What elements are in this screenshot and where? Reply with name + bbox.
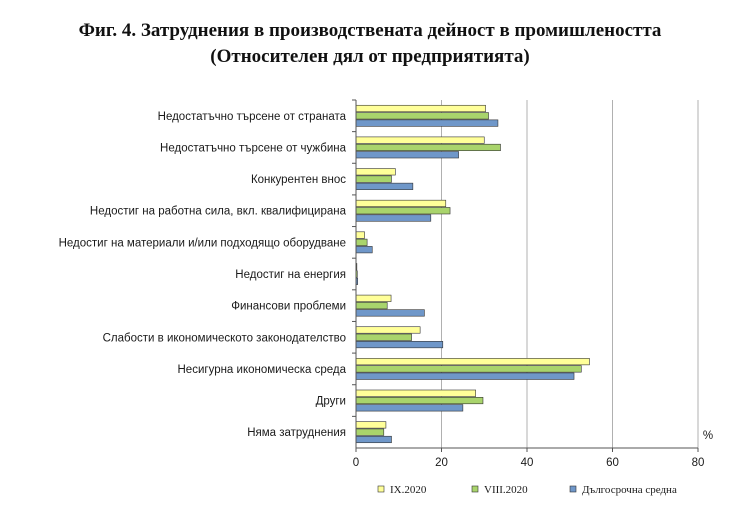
legend-label-3: Дългосрочна средна [582, 484, 677, 496]
bar-3-2 [355, 151, 459, 159]
x-unit-label: % [703, 430, 713, 442]
category-label: Няма затруднения [247, 427, 346, 439]
x-tick-label: 0 [353, 457, 359, 469]
bar-2-10 [355, 396, 484, 405]
category-label: Недостиг на енергия [235, 269, 346, 281]
bar-2-8 [355, 333, 412, 341]
bar-2-1 [355, 112, 489, 120]
bar-1-4 [355, 199, 447, 207]
bar-2-2 [355, 143, 501, 152]
bar-2-9 [355, 365, 582, 373]
bar-2-11 [355, 428, 385, 436]
x-tick-label: 80 [692, 457, 705, 469]
bar-2-3 [355, 175, 392, 183]
category-label: Недостатъчно търсене от страната [158, 111, 347, 123]
bar-1-1 [355, 104, 486, 113]
bar-1-3 [355, 168, 396, 176]
bar-1-2 [355, 136, 485, 144]
category-label: Конкурентен внос [251, 174, 346, 186]
bar-2-5 [355, 238, 368, 246]
legend-swatch-2 [471, 485, 479, 493]
category-label: Други [316, 396, 346, 408]
chart-title-line-1: Фиг. 4. Затруднения в производствената д… [78, 20, 662, 41]
bar-3-9 [355, 372, 575, 380]
bar-1-8 [355, 326, 421, 334]
x-tick-label: 40 [521, 457, 534, 469]
category-label: Слабости в икономическото законодателств… [103, 332, 346, 344]
bar-2-7 [355, 302, 388, 310]
category-label: Недостиг на работна сила, вкл. квалифици… [90, 206, 347, 218]
bar-2-4 [355, 207, 451, 215]
legend-swatch-1 [377, 485, 385, 493]
bar-3-3 [355, 182, 414, 190]
bar-1-11 [355, 421, 387, 429]
bar-3-5 [355, 246, 373, 254]
bar-3-11 [355, 435, 392, 444]
bar-1-9 [355, 358, 590, 366]
bar-3-1 [355, 119, 499, 127]
category-label: Несигурна икономическа среда [178, 364, 347, 376]
bar-1-5 [355, 231, 365, 239]
bar-3-4 [355, 214, 432, 222]
bar-1-10 [355, 389, 476, 397]
legend-label-1: IX.2020 [390, 484, 427, 496]
bar-3-7 [355, 309, 425, 317]
legend-label-2: VIII.2020 [484, 484, 528, 496]
category-label: Недостиг на материали и/или подходящо об… [59, 237, 346, 249]
chart-title-line-2: (Относителен дял от предприятията) [210, 46, 530, 67]
bar-3-10 [355, 404, 464, 412]
category-label: Финансови проблеми [231, 301, 346, 313]
bar-1-7 [355, 294, 392, 302]
bar-3-8 [355, 341, 444, 349]
x-tick-label: 60 [606, 457, 619, 469]
x-tick-label: 20 [435, 457, 448, 469]
legend-swatch-3 [569, 485, 577, 493]
category-label: Недостатъчно търсене от чужбина [160, 142, 347, 154]
